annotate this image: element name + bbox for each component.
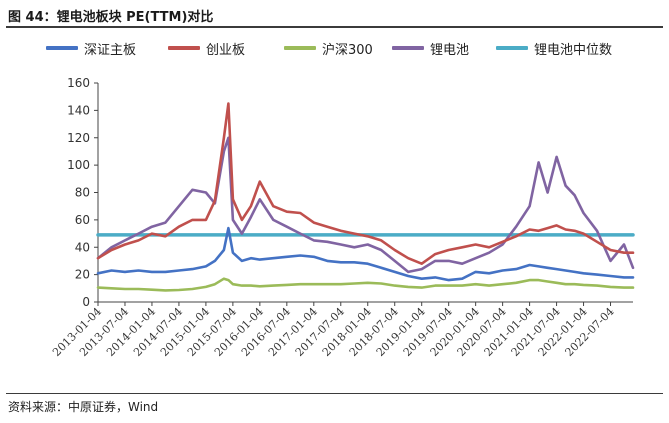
y-tick-label: 160 bbox=[67, 76, 90, 90]
y-tick-label: 0 bbox=[82, 295, 90, 309]
legend-item-csi-board: 深证主板 bbox=[46, 38, 136, 58]
legend-label-lithium: 锂电池 bbox=[430, 42, 470, 58]
legend-label-chinext: 创业板 bbox=[206, 42, 246, 58]
legend-swatch-hs300 bbox=[284, 46, 316, 50]
y-tick-label: 80 bbox=[75, 186, 90, 200]
y-tick-label: 120 bbox=[67, 131, 90, 145]
title-divider bbox=[6, 26, 663, 28]
series-line-lithium bbox=[96, 136, 635, 274]
chart-legend: 深证主板 创业板 沪深300 锂电池 锂电池中位数 bbox=[0, 38, 669, 58]
footer-divider bbox=[6, 393, 663, 394]
legend-swatch-median bbox=[496, 46, 528, 50]
legend-swatch-csi-board bbox=[46, 46, 78, 50]
legend-swatch-chinext bbox=[168, 46, 200, 50]
legend-label-csi-board: 深证主板 bbox=[84, 42, 137, 58]
series-line-csi_board bbox=[96, 226, 635, 282]
figure-title: 图 44：锂电池板块 PE(TTM)对比 bbox=[8, 10, 214, 25]
legend-label-median: 锂电池中位数 bbox=[534, 42, 613, 58]
legend-item-median: 锂电池中位数 bbox=[496, 38, 612, 58]
legend-item-lithium: 锂电池 bbox=[392, 38, 469, 58]
legend-item-hs300: 沪深300 bbox=[284, 38, 373, 58]
legend-swatch-lithium bbox=[392, 46, 424, 50]
y-tick-label: 20 bbox=[75, 268, 90, 282]
y-tick-label: 100 bbox=[67, 158, 90, 172]
series-line-hs300 bbox=[96, 277, 635, 292]
y-tick-label: 140 bbox=[67, 103, 90, 117]
legend-item-chinext: 创业板 bbox=[168, 38, 245, 58]
y-tick-label: 60 bbox=[75, 213, 90, 227]
y-tick-label: 40 bbox=[75, 240, 90, 254]
series-line-chinext bbox=[96, 102, 635, 266]
source-note: 资料来源：中原证券，Wind bbox=[8, 400, 159, 414]
legend-label-hs300: 沪深300 bbox=[322, 42, 373, 58]
